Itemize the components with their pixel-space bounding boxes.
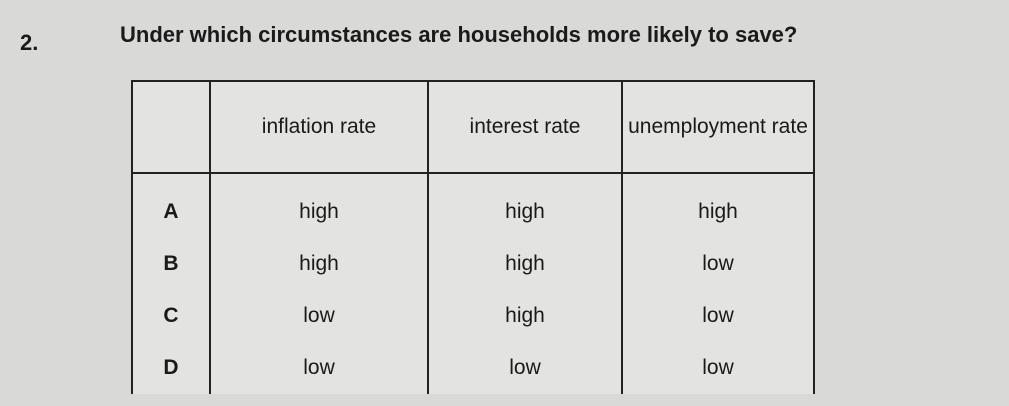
cell-interest: high (427, 238, 623, 290)
header-interest: interest rate (427, 80, 623, 174)
header-unemployment: unemployment rate (621, 80, 815, 174)
cell-option: A (131, 173, 211, 238)
options-table: inflation rate interest rate unemploymen… (131, 80, 815, 394)
cell-inflation: high (209, 238, 429, 290)
cell-option: D (131, 342, 211, 394)
header-row: inflation rate interest rate unemploymen… (131, 80, 815, 174)
cell-option: B (131, 238, 211, 290)
cell-unemployment: low (621, 342, 815, 394)
cell-inflation: high (209, 173, 429, 238)
cell-unemployment: low (621, 238, 815, 290)
cell-inflation: low (209, 290, 429, 342)
cell-interest: low (427, 342, 623, 394)
header-option (131, 80, 211, 174)
cell-interest: high (427, 173, 623, 238)
cell-inflation: low (209, 342, 429, 394)
question-number: 2. (20, 30, 39, 55)
cell-unemployment: high (621, 173, 815, 238)
question-text: Under which circumstances are households… (120, 22, 798, 47)
header-inflation: inflation rate (209, 80, 429, 174)
cell-interest: high (427, 290, 623, 342)
cell-unemployment: low (621, 290, 815, 342)
cell-option: C (131, 290, 211, 342)
